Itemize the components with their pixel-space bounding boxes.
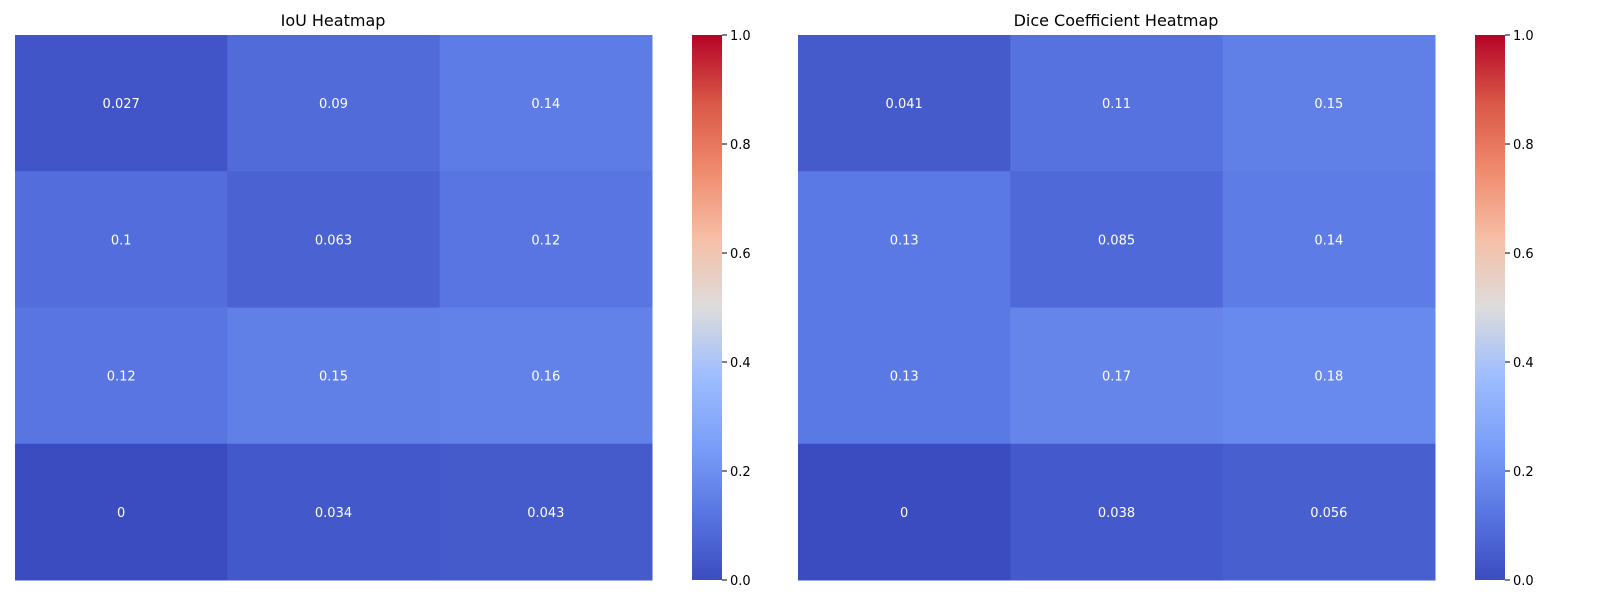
iou-cell-label-r0-c0: 0.027 [103, 97, 140, 112]
iou-colorbar-tick-label: 0.6 [730, 247, 751, 262]
dice-heatmap-cells: 0.041 0.11 0.15 0.13 0.085 0.14 0.13 0.17 0.18 0 0… [798, 35, 1436, 581]
iou-cell-label-r2-c2: 0.16 [531, 370, 560, 385]
dice-heatmap-title: Dice Coefficient Heatmap [1014, 11, 1219, 30]
dice-cell-label-r2-c0: 0.13 [890, 370, 919, 385]
iou-heatmap-title: IoU Heatmap [281, 11, 386, 30]
iou-cell-r1-c0 [15, 171, 228, 308]
dice-cell-r2-c0 [798, 307, 1011, 445]
dice-colorbar-tick-label: 0.4 [1513, 356, 1534, 371]
iou-cell-label-r1-c2: 0.12 [531, 233, 560, 248]
iou-cell-label-r0-c2: 0.14 [531, 97, 560, 112]
iou-colorbar-tick-label: 0.4 [730, 356, 751, 371]
dice-cell-r1-c2 [1222, 171, 1436, 308]
dice-cell-r1-c0 [798, 171, 1011, 308]
iou-colorbar-tick-label: 0.0 [730, 574, 751, 589]
iou-cell-label-r1-c0: 0.1 [111, 233, 132, 248]
dice-colorbar-tick-label: 0.0 [1513, 574, 1534, 589]
iou-cell-r1-c2 [439, 171, 653, 308]
iou-colorbar-tick-label: 1.0 [730, 29, 751, 44]
dice-cell-r3-c0 [798, 443, 1011, 581]
iou-colorbar-tick-label: 0.2 [730, 465, 751, 480]
iou-cell-r3-c2 [439, 443, 653, 581]
dice-cell-r1-c1 [1010, 171, 1224, 308]
iou-cell-label-r3-c1: 0.034 [315, 506, 352, 521]
iou-cell-r1-c1 [227, 171, 441, 308]
iou-colorbar-tick-label: 0.8 [730, 138, 751, 153]
iou-cell-label-r3-c2: 0.043 [527, 506, 564, 521]
iou-cell-label-r1-c1: 0.063 [315, 233, 352, 248]
dice-colorbar-tick-label: 1.0 [1513, 29, 1534, 44]
dice-cell-r0-c2 [1222, 35, 1436, 172]
iou-heatmap-cells: 0.027 0.09 0.14 0.1 0.063 0.12 0.12 0.15 0.16 0 0.… [15, 35, 653, 581]
iou-cell-r3-c1 [227, 443, 441, 581]
dice-cell-r2-c2 [1222, 307, 1436, 445]
dice-cell-r0-c0 [798, 35, 1011, 172]
dice-heatmap-panel: Dice Coefficient Heatmap 0.041 0.11 0.150.… [798, 11, 1534, 589]
iou-cell-r0-c2 [439, 35, 653, 172]
dice-cell-label-r2-c2: 0.18 [1314, 370, 1343, 385]
dice-cell-label-r0-c2: 0.15 [1314, 97, 1343, 112]
dice-colorbar-tick-label: 0.8 [1513, 138, 1534, 153]
iou-heatmap-panel: IoU Heatmap 0.027 0.09 0.14 0.1 0.063 0.12 0.1… [15, 11, 751, 589]
dice-cell-r3-c1 [1010, 443, 1224, 581]
dice-cell-r0-c1 [1010, 35, 1224, 172]
iou-cell-r2-c2 [439, 307, 653, 445]
dice-colorbar-tick-label: 0.2 [1513, 465, 1534, 480]
dice-colorbar-tick-label: 0.6 [1513, 247, 1534, 262]
dice-colorbar-gradient [1475, 35, 1505, 580]
dice-cell-label-r3-c1: 0.038 [1098, 506, 1135, 521]
dice-cell-label-r1-c1: 0.085 [1098, 233, 1135, 248]
iou-cell-label-r2-c0: 0.12 [107, 370, 136, 385]
iou-cell-r2-c0 [15, 307, 228, 445]
dice-cell-label-r3-c0: 0 [900, 506, 908, 521]
dice-cell-label-r0-c0: 0.041 [886, 97, 923, 112]
iou-cell-r0-c0 [15, 35, 228, 172]
dice-cell-label-r0-c1: 0.11 [1102, 97, 1131, 112]
dice-colorbar: 0.0 0.2 0.4 0.6 0.8 1.0 [1475, 29, 1534, 589]
dice-colorbar-ticks: 0.0 0.2 0.4 0.6 0.8 1.0 [1505, 29, 1534, 589]
iou-cell-r2-c1 [227, 307, 441, 445]
dice-cell-r2-c1 [1010, 307, 1224, 445]
iou-cell-label-r0-c1: 0.09 [319, 97, 348, 112]
iou-cell-r0-c1 [227, 35, 441, 172]
iou-cell-r3-c0 [15, 443, 228, 581]
iou-colorbar-ticks: 0.0 0.2 0.4 0.6 0.8 1.0 [722, 29, 751, 589]
iou-cell-label-r3-c0: 0 [117, 506, 125, 521]
dice-cell-label-r1-c2: 0.14 [1314, 233, 1343, 248]
iou-colorbar-gradient [692, 35, 722, 580]
dice-cell-label-r3-c2: 0.056 [1310, 506, 1347, 521]
dice-cell-label-r1-c0: 0.13 [890, 233, 919, 248]
iou-colorbar: 0.0 0.2 0.4 0.6 0.8 1.0 [692, 29, 751, 589]
dice-cell-r3-c2 [1222, 443, 1436, 581]
dice-cell-label-r2-c1: 0.17 [1102, 370, 1131, 385]
iou-cell-label-r2-c1: 0.15 [319, 370, 348, 385]
